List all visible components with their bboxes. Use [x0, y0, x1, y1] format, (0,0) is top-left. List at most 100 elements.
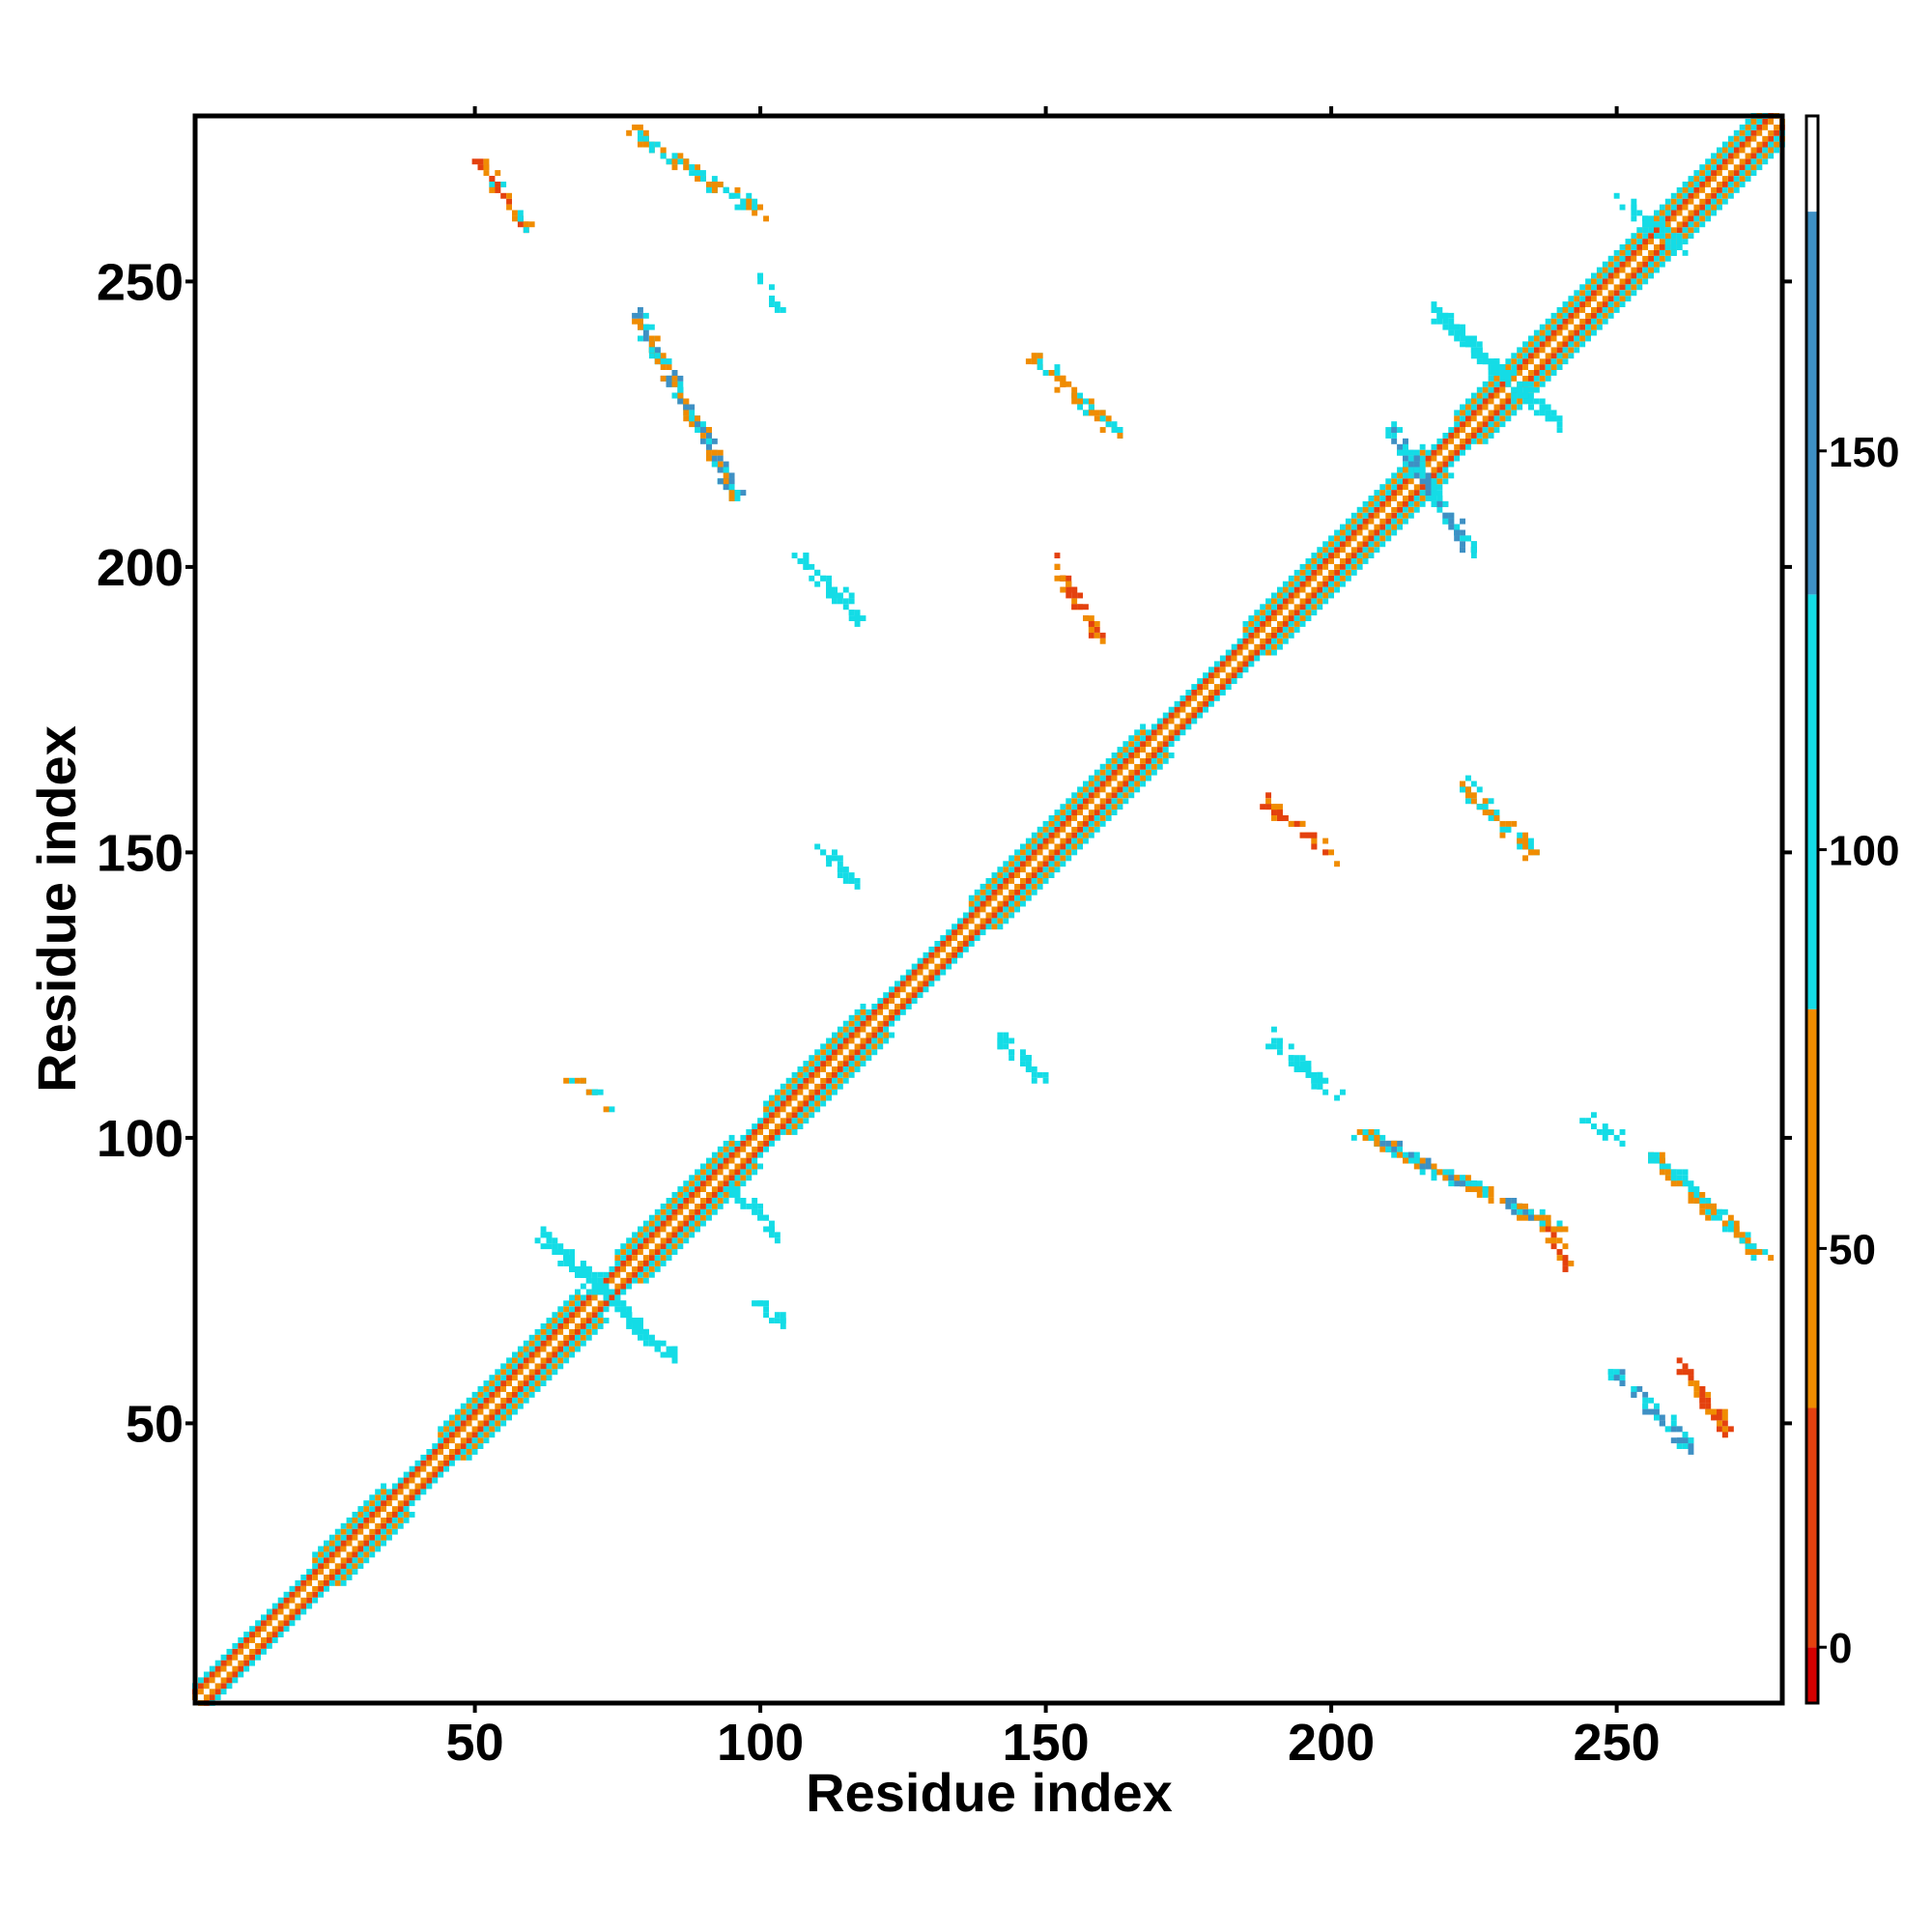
heatmap-cell	[414, 1471, 421, 1478]
heatmap-cell	[1693, 210, 1700, 216]
heatmap-cell	[443, 1420, 450, 1427]
heatmap-cell	[1419, 484, 1426, 491]
heatmap-cell	[1397, 449, 1404, 456]
heatmap-cell	[1397, 524, 1404, 530]
heatmap-cell	[1688, 227, 1694, 234]
heatmap-cell	[523, 1397, 529, 1404]
heatmap-cell	[289, 1603, 296, 1609]
heatmap-cell	[814, 843, 821, 850]
heatmap-cell	[1756, 1249, 1763, 1256]
heatmap-cell	[500, 1397, 507, 1404]
heatmap-cell	[1470, 438, 1477, 444]
heatmap-cell	[774, 1089, 781, 1095]
heatmap-cell	[1071, 586, 1078, 593]
heatmap-cell	[580, 1334, 586, 1341]
heatmap-cell	[1379, 524, 1386, 530]
heatmap-cell	[1431, 1163, 1437, 1170]
heatmap-cell	[1111, 781, 1118, 787]
heatmap-cell	[1385, 433, 1392, 439]
heatmap-cell	[769, 1140, 775, 1147]
heatmap-cell	[1345, 563, 1351, 570]
heatmap-cell	[1362, 541, 1369, 548]
heatmap-cell	[740, 1157, 747, 1164]
heatmap-cell	[1277, 643, 1283, 650]
heatmap-cell	[1642, 249, 1649, 256]
heatmap-cell	[1574, 296, 1580, 302]
heatmap-cell	[1288, 598, 1294, 605]
heatmap-cell	[1128, 781, 1135, 787]
heatmap-cell	[1556, 427, 1563, 434]
heatmap-cell	[1060, 826, 1066, 833]
heatmap-cell	[1037, 1071, 1043, 1078]
heatmap-cell	[638, 1277, 643, 1284]
heatmap-cell	[1025, 1055, 1032, 1062]
heatmap-cell	[1265, 621, 1272, 627]
heatmap-cell	[569, 1334, 576, 1341]
heatmap-cell	[1060, 810, 1066, 816]
heatmap-cell	[1140, 741, 1147, 748]
heatmap-cell	[255, 1642, 262, 1649]
heatmap-cell	[1693, 1380, 1700, 1387]
heatmap-cell	[1505, 386, 1512, 393]
heatmap-cell	[1619, 301, 1626, 308]
heatmap-cell	[409, 1494, 415, 1501]
heatmap-cell	[1094, 815, 1100, 821]
heatmap-cell	[1727, 186, 1734, 193]
heatmap-cell	[1328, 541, 1335, 548]
heatmap-cell	[1550, 353, 1557, 359]
heatmap-cell	[1550, 312, 1557, 319]
heatmap-cell	[654, 347, 661, 354]
heatmap-cell	[1271, 604, 1277, 611]
heatmap-cell	[580, 1077, 586, 1084]
heatmap-cell	[1065, 592, 1072, 599]
heatmap-cell	[1511, 404, 1518, 411]
heatmap-cell	[917, 980, 923, 987]
heatmap-cell	[1345, 541, 1351, 548]
heatmap-cell	[752, 1208, 758, 1215]
heatmap-cell	[642, 1334, 649, 1341]
heatmap-cell	[1134, 747, 1141, 753]
heatmap-cell	[1105, 757, 1112, 764]
heatmap-cell	[1539, 1208, 1546, 1215]
heatmap-cell	[563, 1300, 570, 1307]
heatmap-cell	[660, 1249, 667, 1256]
heatmap-cell	[911, 980, 918, 987]
heatmap-cell	[232, 1648, 239, 1655]
heatmap-cell	[1317, 1083, 1323, 1090]
heatmap-cell	[1025, 895, 1032, 901]
heatmap-cell	[295, 1603, 301, 1609]
heatmap-cell	[1037, 364, 1043, 371]
heatmap-cell	[723, 1192, 729, 1198]
heatmap-cell	[1676, 221, 1683, 228]
heatmap-cell	[1128, 763, 1135, 770]
heatmap-cell	[700, 427, 706, 434]
heatmap-cell	[654, 353, 661, 359]
heatmap-cell	[1374, 500, 1380, 507]
heatmap-cell	[1083, 815, 1089, 821]
heatmap-cell	[654, 1226, 661, 1233]
heatmap-cell	[1596, 296, 1603, 302]
heatmap-cell	[1117, 433, 1123, 439]
heatmap-cell	[1311, 569, 1318, 576]
heatmap-cell	[1340, 541, 1346, 548]
heatmap-cell	[1664, 1175, 1671, 1181]
heatmap-cell	[797, 1123, 804, 1130]
heatmap-cell	[1248, 638, 1255, 644]
heatmap-cell	[1345, 558, 1351, 564]
heatmap-cell	[728, 1157, 735, 1164]
colorbar-segment	[1806, 1407, 1818, 1648]
heatmap-cell	[1077, 826, 1084, 833]
heatmap-cell	[1413, 496, 1420, 501]
heatmap-cell	[1750, 141, 1757, 148]
heatmap-cell	[1099, 769, 1106, 776]
heatmap-cell	[1134, 763, 1141, 770]
heatmap-cell	[826, 1043, 833, 1050]
heatmap-cell	[546, 1334, 553, 1341]
heatmap-cell	[871, 1014, 878, 1021]
heatmap-cell	[1607, 261, 1614, 268]
heatmap-cell	[1288, 632, 1294, 639]
heatmap-cell	[728, 1186, 735, 1193]
heatmap-cell	[1533, 370, 1540, 376]
heatmap-cell	[957, 923, 963, 930]
heatmap-cell	[1356, 1129, 1363, 1135]
